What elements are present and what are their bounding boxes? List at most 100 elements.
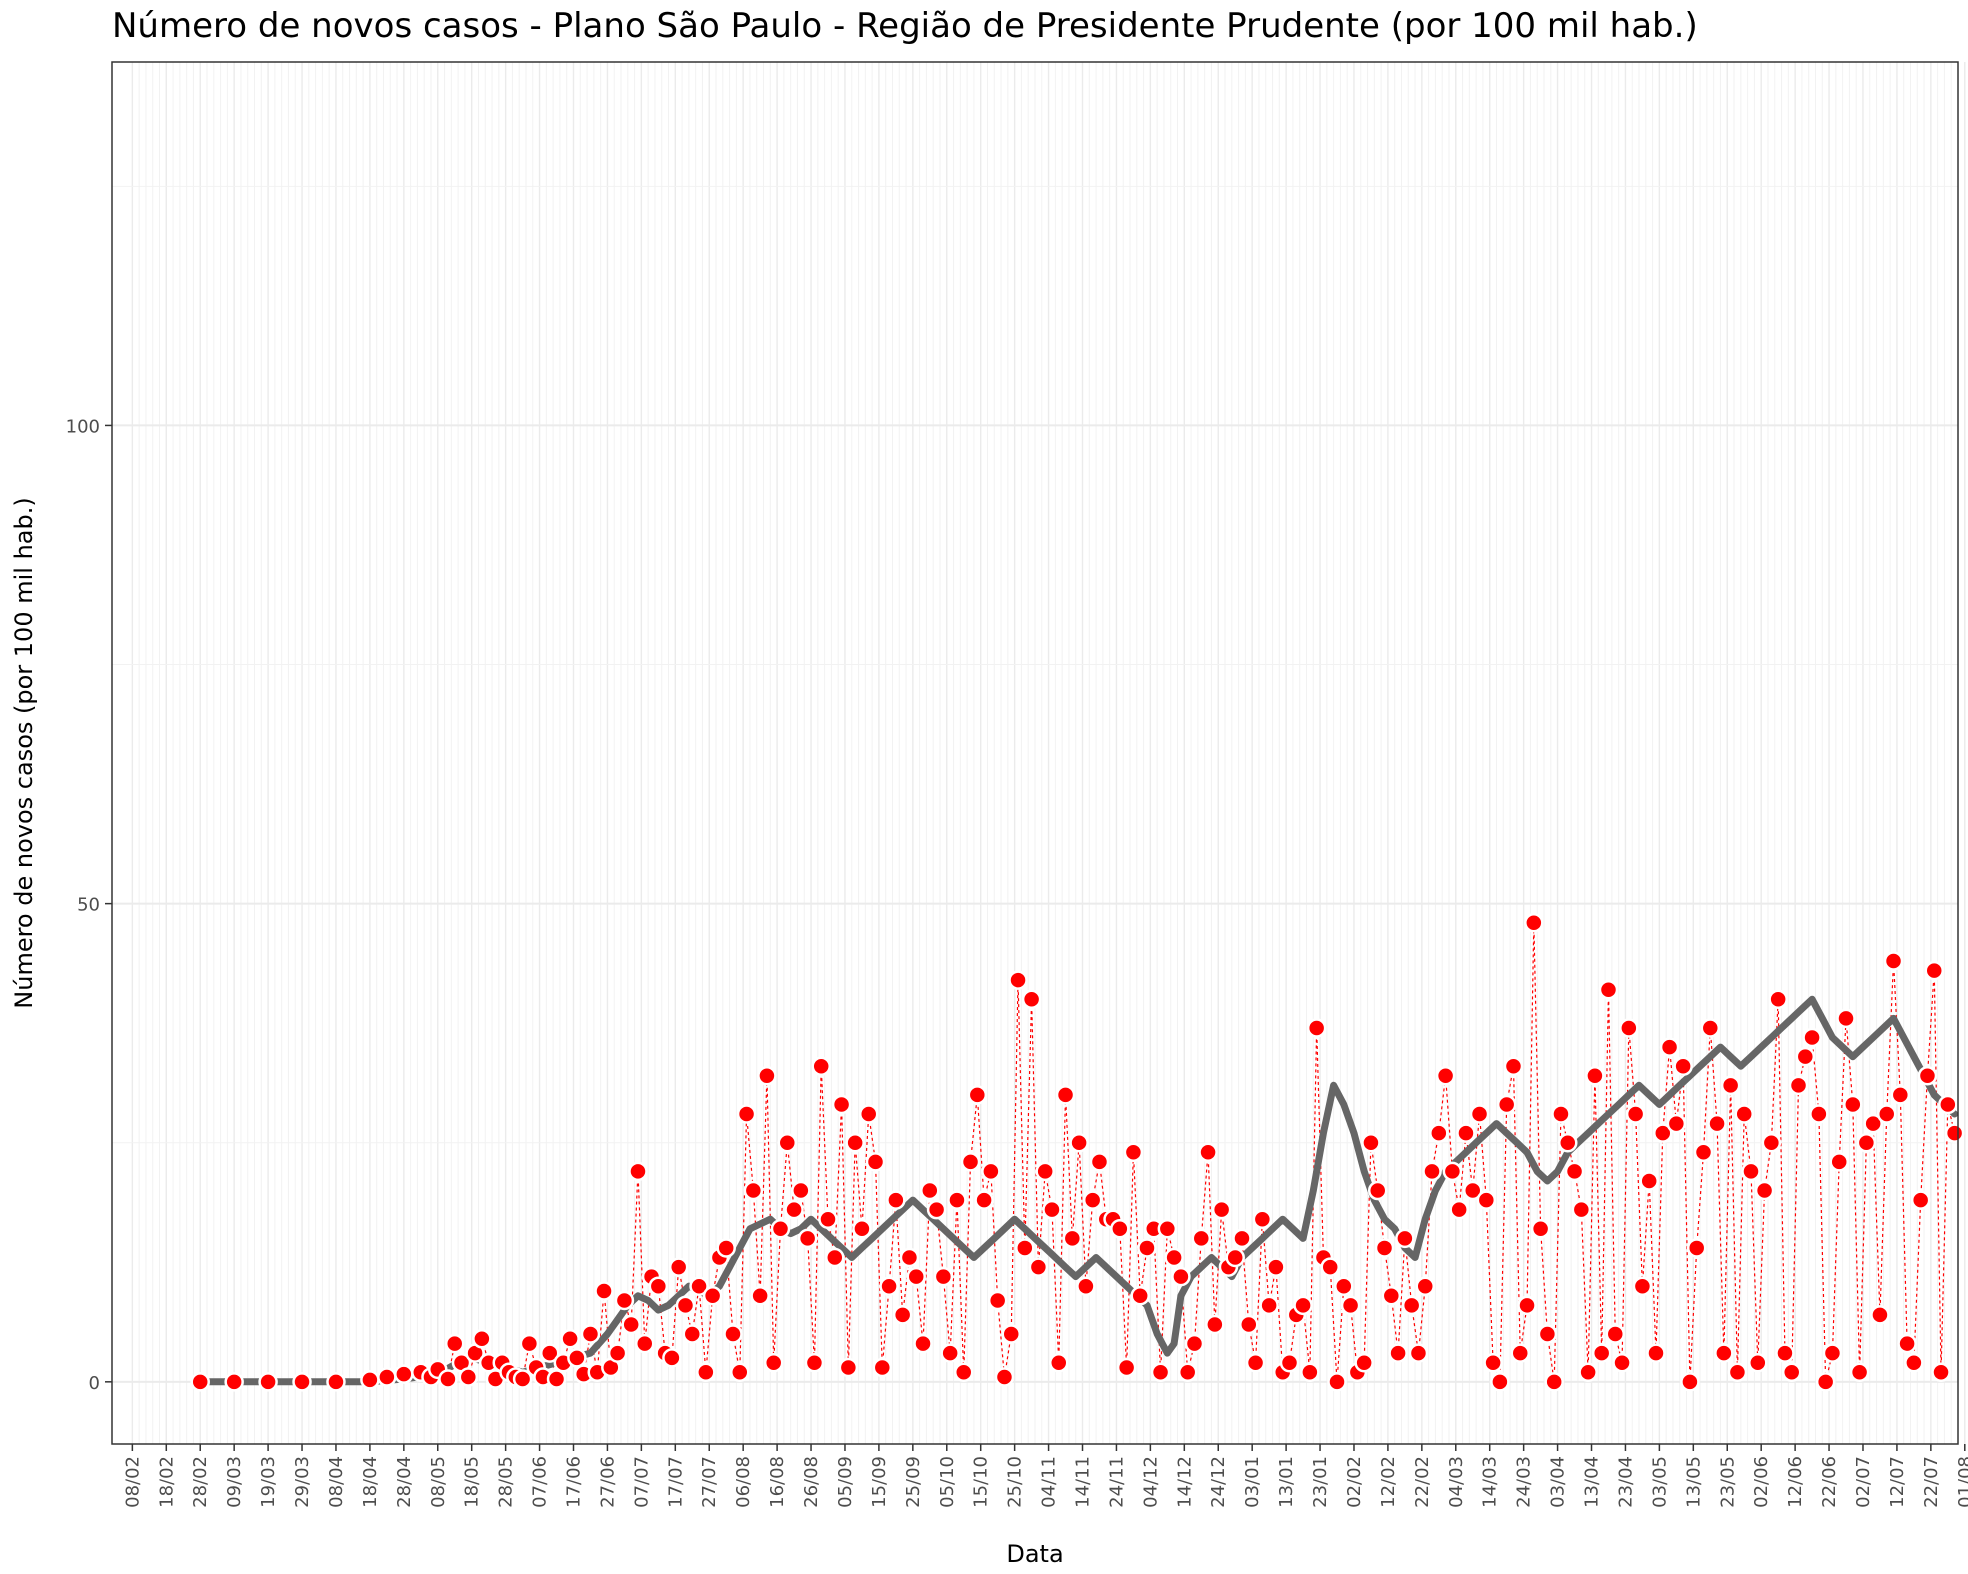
- daily-data-point: [648, 1276, 669, 1296]
- daily-data-point: [1843, 1094, 1863, 1115]
- daily-line-segment: [1302, 1305, 1311, 1373]
- daily-data-point: [1897, 1333, 1917, 1354]
- x-tick-label: 25/10: [1005, 1456, 1026, 1508]
- x-tick-label: 26/08: [801, 1456, 822, 1508]
- x-tick-label: 19/03: [258, 1456, 279, 1508]
- daily-data-point: [750, 1286, 770, 1306]
- daily-line-segment: [1621, 1027, 1630, 1363]
- daily-line-segment: [637, 1171, 646, 1344]
- daily-data-point: [879, 1276, 899, 1296]
- daily-line-segment: [1655, 1133, 1664, 1354]
- daily-data-point: [1089, 1152, 1110, 1172]
- daily-data-point: [1456, 1123, 1476, 1143]
- daily-data-point: [519, 1333, 540, 1354]
- daily-data-point: [1680, 1372, 1700, 1392]
- daily-data-point: [791, 1180, 811, 1201]
- daily-data-point: [1306, 1018, 1327, 1038]
- daily-data-point: [1788, 1075, 1809, 1096]
- daily-data-point: [546, 1369, 567, 1389]
- daily-data-point: [1829, 1152, 1849, 1172]
- daily-line-segment: [1662, 1047, 1671, 1134]
- daily-data-point: [1490, 1372, 1510, 1392]
- daily-data-point: [1883, 951, 1904, 971]
- daily-data-point: [580, 1324, 601, 1344]
- daily-data-point: [1123, 1142, 1144, 1163]
- x-tick-label: 22/06: [1819, 1456, 1840, 1508]
- daily-data-point: [1334, 1276, 1354, 1296]
- daily-line-segment: [813, 1066, 822, 1363]
- daily-data-point: [1028, 1257, 1049, 1277]
- daily-data-point: [953, 1362, 974, 1383]
- daily-line-segment: [1696, 1152, 1705, 1248]
- daily-data-point: [1164, 1247, 1184, 1268]
- daily-line-segment: [786, 1142, 795, 1210]
- y-tick-label: 50: [77, 895, 100, 916]
- daily-line-segment: [942, 1276, 951, 1354]
- x-tick-label: 05/10: [937, 1456, 958, 1508]
- x-tick-label: 08/04: [326, 1456, 347, 1508]
- daily-data-point: [716, 1238, 736, 1258]
- x-tick-label: 15/09: [869, 1456, 890, 1508]
- daily-line-segment: [1051, 1209, 1060, 1363]
- x-tick-label: 27/06: [597, 1456, 618, 1508]
- daily-data-point: [1130, 1286, 1150, 1306]
- daily-line-segment: [1811, 1037, 1820, 1115]
- daily-data-point: [1836, 1008, 1856, 1029]
- daily-line-segment: [1757, 1190, 1766, 1363]
- daily-line-segment: [1010, 980, 1019, 1335]
- daily-data-point: [258, 1372, 278, 1392]
- daily-data-point: [512, 1369, 533, 1389]
- x-tick-label: 02/06: [1751, 1456, 1772, 1508]
- daily-data-point: [1707, 1113, 1727, 1134]
- daily-data-point: [696, 1362, 716, 1383]
- daily-line-segment: [854, 1142, 863, 1229]
- daily-data-point: [1340, 1295, 1361, 1316]
- x-tick-label: 24/11: [1106, 1456, 1127, 1508]
- daily-line-segment: [1709, 1027, 1718, 1124]
- grid: [112, 62, 1966, 1444]
- x-tick-label: 23/01: [1310, 1456, 1331, 1508]
- x-tick-label: 07/06: [530, 1456, 551, 1508]
- x-tick-label: 22/02: [1412, 1456, 1433, 1508]
- daily-data-point: [1700, 1018, 1721, 1038]
- daily-data-point: [845, 1132, 865, 1153]
- daily-data-point: [1442, 1161, 1463, 1182]
- daily-data-point: [1693, 1142, 1714, 1163]
- daily-data-point: [770, 1219, 791, 1239]
- daily-line-segment: [1478, 1113, 1487, 1201]
- daily-line-segment: [1214, 1209, 1223, 1325]
- daily-data-point: [981, 1161, 1001, 1182]
- daily-line-segment: [773, 1228, 782, 1363]
- daily-line-segment: [1858, 1142, 1867, 1373]
- daily-data-point: [1388, 1343, 1408, 1363]
- daily-line-segment: [1702, 1027, 1711, 1153]
- x-tick-label: 01/08: [1955, 1456, 1968, 1508]
- daily-line-segment: [1845, 1018, 1854, 1105]
- daily-data-point: [1232, 1228, 1252, 1249]
- daily-data-point: [1191, 1228, 1212, 1249]
- x-tick-label: 12/06: [1785, 1456, 1806, 1508]
- daily-data-point: [933, 1266, 954, 1287]
- daily-data-point: [1904, 1352, 1924, 1373]
- daily-line-segment: [1180, 1276, 1189, 1373]
- daily-line-segment: [1594, 1075, 1603, 1354]
- daily-data-point: [1327, 1372, 1347, 1392]
- daily-data-point: [1924, 960, 1944, 981]
- daily-data-point: [1082, 1190, 1103, 1210]
- daily-data-point: [1076, 1276, 1096, 1296]
- daily-data-point: [730, 1362, 750, 1383]
- daily-data-point: [1462, 1180, 1483, 1201]
- daily-data-point: [560, 1329, 580, 1349]
- daily-data-point: [326, 1372, 346, 1392]
- daily-line-segment: [1404, 1238, 1413, 1306]
- daily-data-point: [1815, 1372, 1836, 1392]
- daily-line-segment: [1058, 1094, 1067, 1363]
- daily-data-point: [1605, 1324, 1626, 1344]
- x-tick-label: 17/07: [665, 1456, 686, 1508]
- daily-line-segment: [1933, 970, 1942, 1373]
- daily-data-point: [1374, 1238, 1395, 1258]
- daily-data-point: [899, 1247, 920, 1268]
- daily-data-point: [1035, 1161, 1055, 1182]
- daily-data-point: [1524, 913, 1544, 933]
